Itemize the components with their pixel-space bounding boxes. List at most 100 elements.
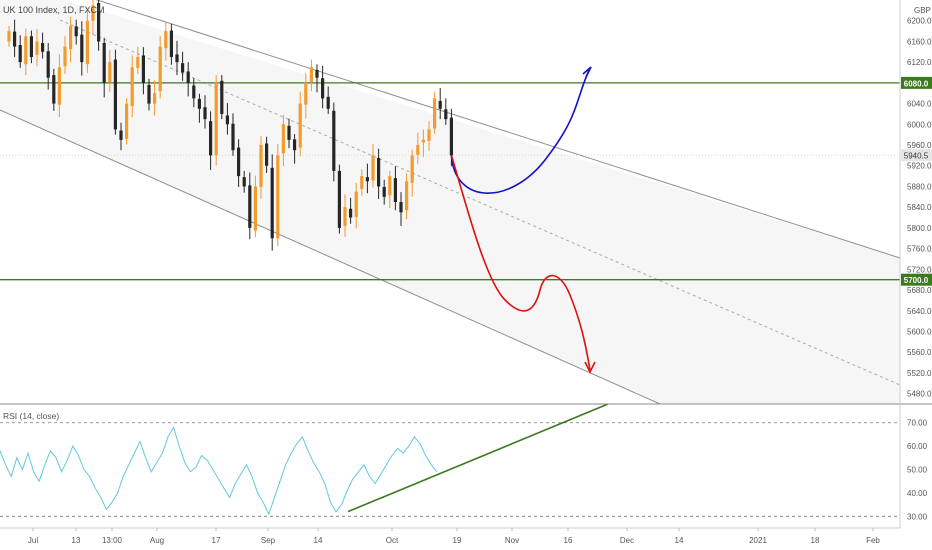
price-tick-label: 6040.0 <box>907 100 932 109</box>
x-tick-label: Dec <box>620 536 634 545</box>
candle-body <box>349 208 353 218</box>
candle-body <box>237 147 241 177</box>
symbol-title: UK 100 Index, 1D, FXCM <box>3 5 105 15</box>
x-tick-label: 18 <box>811 536 820 545</box>
candle-body <box>85 20 89 65</box>
candle-body <box>125 103 129 139</box>
candle-body <box>365 177 369 182</box>
candle-body <box>337 170 341 228</box>
candle-body <box>438 101 442 109</box>
candle-body <box>309 67 313 82</box>
candle-body <box>332 110 336 171</box>
candle-body <box>377 157 381 187</box>
price-tick-label: 5480.0 <box>907 390 932 399</box>
candle-body <box>35 41 39 55</box>
rsi-trendline <box>347 403 609 513</box>
candle-body <box>136 56 140 68</box>
candle-body <box>57 67 61 105</box>
candle-body <box>293 139 297 151</box>
currency-label: GBP <box>914 6 931 15</box>
candle-body <box>315 69 319 78</box>
price-tick-label: 5760.0 <box>907 245 932 254</box>
price-tick-label: 5800.0 <box>907 224 932 233</box>
x-tick-label: 14 <box>675 536 684 545</box>
candle-body <box>242 177 246 187</box>
x-tick-label: 2021 <box>749 536 767 545</box>
bearish-projection-path <box>450 155 591 371</box>
rsi-line <box>0 426 438 516</box>
price-tick-label: 5560.0 <box>907 348 932 357</box>
candle-body <box>192 85 196 99</box>
rsi-tick-label: 50.00 <box>907 466 928 475</box>
candle-body <box>281 124 285 154</box>
price-tick-label: 5720.0 <box>907 265 932 274</box>
price-tick-label: 5680.0 <box>907 286 932 295</box>
candle-body <box>209 121 213 156</box>
candle-body <box>153 93 157 104</box>
level-label-1: 5700.0 <box>904 276 929 285</box>
channel-upper-line <box>95 0 901 259</box>
price-tick-label: 6120.0 <box>907 58 932 67</box>
candle-body <box>197 98 201 109</box>
price-tick-label: 6000.0 <box>907 120 932 129</box>
candle-body <box>405 181 409 211</box>
candle-body <box>253 186 257 231</box>
channel-lower-line <box>0 109 661 405</box>
candle-body <box>164 31 168 49</box>
x-tick-label: 17 <box>212 536 221 545</box>
price-tick-label: 5920.0 <box>907 162 932 171</box>
candle-body <box>371 155 375 181</box>
rsi-tick-label: 30.00 <box>907 512 928 521</box>
candle-body <box>119 130 123 140</box>
candle-body <box>444 109 448 120</box>
price-tick-label: 5640.0 <box>907 307 932 316</box>
candle-body <box>80 34 84 63</box>
candle-body <box>399 202 403 213</box>
x-tick-label: Nov <box>505 536 519 545</box>
candle-body <box>343 207 347 226</box>
candle-body <box>421 139 425 143</box>
candle-body <box>410 155 414 183</box>
candle-body <box>91 5 95 21</box>
x-tick-label: Aug <box>150 536 164 545</box>
candle-body <box>108 62 112 83</box>
candle-body <box>130 67 134 107</box>
candle-body <box>276 155 280 239</box>
candle-body <box>74 26 78 37</box>
candle-body <box>449 117 453 156</box>
candle-body <box>382 186 386 197</box>
rsi-panel[interactable] <box>0 403 900 517</box>
x-tick-label: 16 <box>564 536 573 545</box>
candle-body <box>287 125 291 140</box>
candle-body <box>181 63 185 73</box>
price-tick-label: 6160.0 <box>907 37 932 46</box>
channel-fill <box>0 0 900 404</box>
price-tick-label: 5840.0 <box>907 203 932 212</box>
current-price-label: 5940.5 <box>904 152 929 161</box>
candle-body <box>354 191 358 218</box>
price-tick-label: 5960.0 <box>907 141 932 150</box>
candle-body <box>326 96 330 109</box>
candle-body <box>298 103 302 148</box>
candle-body <box>416 145 420 155</box>
candle-body <box>265 143 269 166</box>
candle-body <box>427 129 431 141</box>
candle-body <box>231 123 235 151</box>
candle-body <box>360 176 364 190</box>
bearish-projection-arrowhead <box>584 361 596 374</box>
level-label-bg-1 <box>901 273 932 286</box>
candle-body <box>18 45 22 63</box>
x-tick-label: 19 <box>453 536 462 545</box>
candle-body <box>97 3 101 42</box>
candle-body <box>7 31 11 42</box>
price-tick-label: 5880.0 <box>907 182 932 191</box>
rsi-title: RSI (14, close) <box>3 411 59 421</box>
candle-body <box>141 55 145 83</box>
candle-body <box>41 42 45 52</box>
candle-body <box>69 25 73 50</box>
current-price-label-bg <box>901 149 932 162</box>
candle-body <box>158 46 162 92</box>
